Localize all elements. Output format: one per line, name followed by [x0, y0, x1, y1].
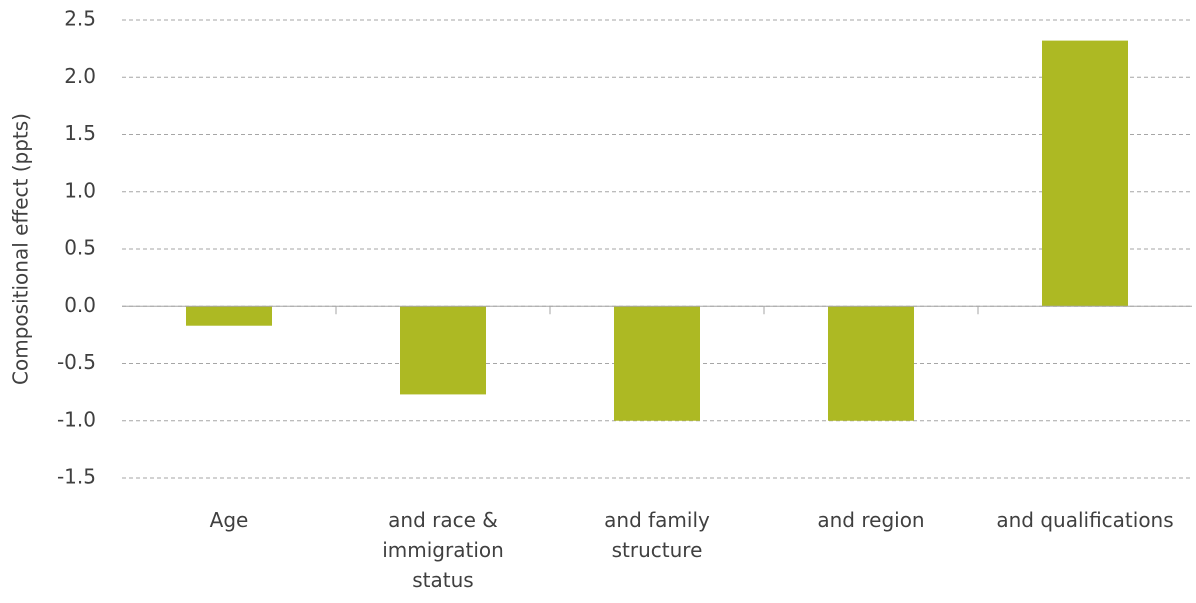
y-tick-label: -1.0	[57, 407, 96, 431]
x-tick-label: and qualifications	[996, 508, 1174, 532]
y-tick-label: 1.0	[64, 178, 96, 202]
bar	[614, 306, 700, 421]
y-tick-label: 0.0	[64, 293, 96, 317]
y-axis-title: Compositional effect (ppts)	[9, 113, 33, 385]
x-tick-label: Age	[209, 508, 249, 532]
y-tick-label: 2.5	[64, 7, 96, 31]
bar	[828, 306, 914, 421]
bar	[400, 306, 486, 395]
x-tick-label: and region	[817, 508, 925, 532]
x-tick-label: and family structure	[604, 508, 710, 562]
x-tick-label: and race & immigration status	[382, 508, 504, 592]
y-tick-label: -0.5	[57, 350, 96, 374]
bar	[186, 306, 272, 326]
bar	[1042, 40, 1128, 307]
y-tick-label: -1.5	[57, 465, 96, 489]
y-tick-label: 0.5	[64, 236, 96, 260]
y-tick-label: 2.0	[64, 64, 96, 88]
y-tick-label: 1.5	[64, 121, 96, 145]
